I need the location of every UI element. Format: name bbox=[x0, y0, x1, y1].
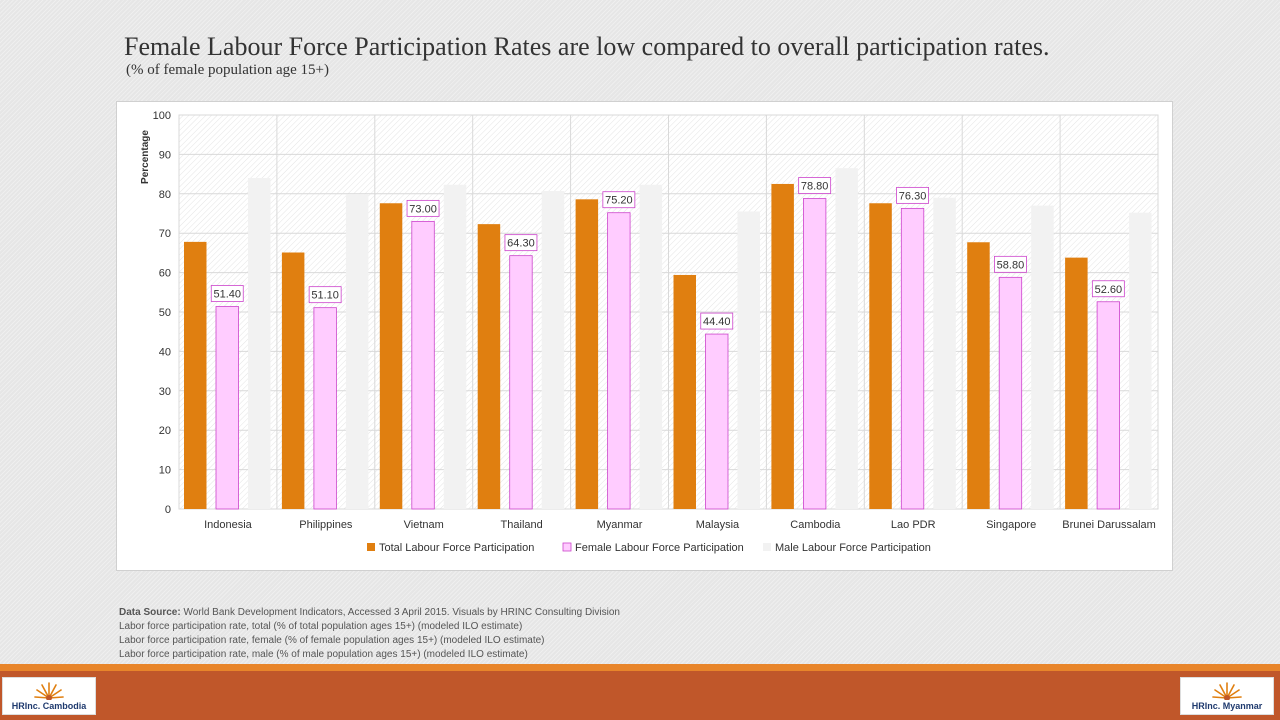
sunburst-logo-icon bbox=[1212, 682, 1242, 700]
data-label-box bbox=[406, 199, 440, 217]
y-tick-label: 30 bbox=[159, 386, 171, 398]
total-bar bbox=[771, 183, 794, 509]
y-tick-label: 60 bbox=[159, 268, 171, 280]
male-bar bbox=[1129, 212, 1152, 509]
total-bar bbox=[184, 241, 207, 510]
x-tick-label: Singapore bbox=[986, 519, 1036, 531]
male-bar bbox=[933, 197, 956, 509]
female-bar bbox=[998, 276, 1023, 510]
data-label: 73.00 bbox=[409, 203, 437, 215]
total-bar bbox=[477, 224, 501, 509]
y-tick-label: 10 bbox=[159, 465, 171, 477]
female-bar bbox=[215, 306, 239, 510]
slide-title: Female Labour Force Participation Rates … bbox=[124, 32, 1050, 61]
total-bar bbox=[281, 252, 305, 510]
male-bar bbox=[639, 184, 663, 509]
male-bar bbox=[1031, 205, 1054, 509]
chart-panel: 0 10 20 30 40 50 60 70 80 90 100 Percentage 51.40 Ind… bbox=[116, 101, 1173, 571]
logo-hrinc-myanmar: HRInc. Myanmar bbox=[1180, 677, 1274, 715]
legend-label: Male Labour Force Participation bbox=[775, 542, 931, 554]
source-text: World Bank Development Indicators, Acces… bbox=[180, 607, 620, 618]
x-tick-label: Cambodia bbox=[790, 519, 841, 531]
female-bar bbox=[803, 198, 827, 510]
total-bar bbox=[1065, 257, 1088, 509]
male-bar bbox=[737, 211, 760, 509]
male-bar bbox=[541, 191, 565, 509]
data-label: 75.20 bbox=[605, 195, 633, 207]
data-label: 58.80 bbox=[997, 259, 1025, 271]
data-label-box bbox=[602, 191, 636, 209]
female-bar bbox=[607, 212, 631, 510]
data-label-box bbox=[1091, 280, 1125, 298]
data-label: 51.40 bbox=[213, 288, 241, 300]
data-label-box bbox=[308, 286, 342, 304]
data-label: 44.40 bbox=[703, 316, 731, 328]
x-tick-label: Vietnam bbox=[404, 519, 444, 531]
data-label: 52.60 bbox=[1095, 284, 1123, 296]
y-tick-label: 100 bbox=[153, 110, 171, 122]
female-bar bbox=[900, 207, 925, 510]
source-line: Labor force participation rate, female (… bbox=[119, 635, 545, 646]
y-tick-label: 80 bbox=[159, 189, 171, 201]
x-tick-label: Philippines bbox=[299, 519, 353, 531]
legend-label: Total Labour Force Participation bbox=[379, 542, 534, 554]
legend-swatch bbox=[367, 543, 375, 551]
data-label-box bbox=[210, 285, 244, 302]
data-label-box bbox=[504, 234, 538, 252]
total-bar bbox=[575, 199, 599, 509]
male-bar bbox=[345, 194, 369, 509]
data-label: 76.30 bbox=[899, 190, 927, 202]
y-tick-label: 70 bbox=[159, 228, 171, 240]
legend-swatch bbox=[562, 542, 572, 552]
total-bar bbox=[673, 274, 696, 509]
logo-text: HRInc. Myanmar bbox=[1191, 701, 1263, 711]
female-bar bbox=[411, 220, 435, 510]
legend-swatch bbox=[763, 543, 771, 551]
total-bar bbox=[967, 242, 990, 509]
x-tick-label: Myanmar bbox=[597, 519, 643, 531]
x-tick-label: Brunei Darussalam bbox=[1062, 519, 1156, 531]
y-tick-label: 20 bbox=[159, 425, 171, 437]
y-tick-label: 50 bbox=[159, 307, 171, 319]
total-bar bbox=[379, 203, 403, 510]
y-tick-label: 0 bbox=[165, 504, 171, 516]
data-label-box bbox=[700, 312, 734, 330]
x-tick-label: Lao PDR bbox=[891, 519, 936, 531]
source-line: Labor force participation rate, total (%… bbox=[119, 621, 523, 632]
footer-accent-strip bbox=[0, 664, 1280, 671]
data-label: 64.30 bbox=[507, 238, 535, 250]
footer-bar bbox=[0, 671, 1280, 720]
x-tick-label: Thailand bbox=[501, 519, 543, 531]
female-bar bbox=[705, 333, 729, 510]
source-line: Labor force participation rate, male (% … bbox=[119, 649, 528, 660]
logo-hrinc-cambodia: HRInc. Cambodia bbox=[2, 677, 96, 715]
total-bar bbox=[869, 203, 892, 510]
source-label: Data Source: bbox=[119, 607, 181, 618]
data-source: Data Source: World Bank Development Indi… bbox=[119, 606, 620, 662]
y-axis-title: Percentage bbox=[140, 130, 151, 184]
y-tick-label: 90 bbox=[159, 149, 171, 161]
slide-subtitle: (% of female population age 15+) bbox=[126, 62, 329, 78]
x-tick-label: Indonesia bbox=[204, 519, 253, 531]
data-label: 78.80 bbox=[801, 181, 829, 193]
sunburst-logo-icon bbox=[34, 682, 64, 700]
x-tick-label: Malaysia bbox=[696, 519, 740, 531]
male-bar bbox=[443, 184, 467, 509]
data-label-box bbox=[994, 255, 1027, 273]
female-bar bbox=[313, 307, 337, 510]
male-bar bbox=[835, 168, 858, 509]
female-bar bbox=[509, 255, 533, 510]
y-tick-label: 40 bbox=[159, 346, 171, 358]
legend-label: Female Labour Force Participation bbox=[575, 542, 744, 554]
logo-text: HRInc. Cambodia bbox=[11, 701, 87, 711]
data-label: 51.10 bbox=[311, 290, 339, 302]
male-bar bbox=[248, 178, 271, 509]
data-label-box bbox=[798, 177, 832, 194]
source-heading: Data Source: World Bank Development Indi… bbox=[119, 606, 620, 620]
data-label-box bbox=[896, 186, 929, 204]
female-bar bbox=[1096, 301, 1120, 510]
